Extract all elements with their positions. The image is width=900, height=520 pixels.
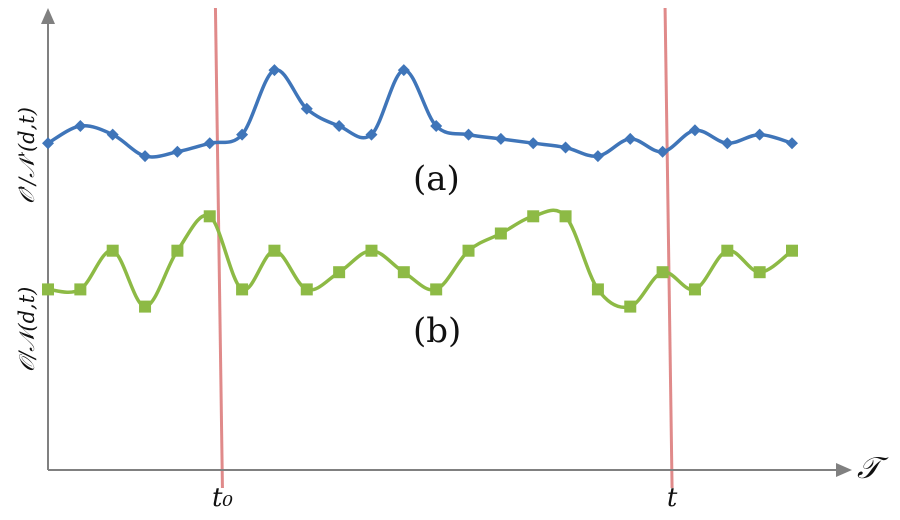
data-point-b-8 — [300, 283, 313, 296]
data-point-b-9 — [333, 266, 346, 279]
y-label-b: 𝒪/𝒩(d,t) — [15, 287, 39, 372]
data-point-b-2 — [106, 244, 119, 257]
data-point-a-6 — [236, 128, 249, 141]
data-point-b-10 — [365, 244, 378, 257]
data-point-b-20 — [688, 283, 701, 296]
data-point-a-19 — [656, 145, 669, 158]
data-point-a-11 — [397, 64, 410, 77]
data-point-b-6 — [236, 283, 249, 296]
x-axis-arrow-icon — [836, 463, 852, 477]
series-line-a — [47, 68, 793, 159]
data-point-b-14 — [494, 227, 507, 240]
data-point-a-16 — [559, 141, 572, 154]
data-point-a-5 — [203, 137, 216, 150]
data-point-a-4 — [171, 145, 184, 158]
data-point-b-12 — [430, 283, 443, 296]
y-axis-arrow-icon — [41, 8, 55, 24]
data-point-b-13 — [462, 244, 475, 257]
data-point-b-17 — [591, 283, 604, 296]
data-point-b-21 — [721, 244, 734, 257]
data-point-a-15 — [527, 137, 540, 150]
x-axis-label: 𝒯 — [857, 451, 889, 486]
marker-line-1 — [663, 7, 674, 489]
data-point-a-7 — [268, 64, 281, 77]
data-point-a-22 — [753, 128, 766, 141]
marker-label-1: t — [667, 483, 678, 513]
data-point-b-15 — [527, 210, 540, 223]
data-point-a-23 — [786, 137, 798, 150]
data-point-b-1 — [74, 283, 87, 296]
data-point-a-20 — [688, 124, 701, 137]
data-point-b-4 — [171, 244, 184, 257]
series-line-b — [47, 208, 794, 310]
data-point-b-3 — [139, 300, 152, 313]
data-point-a-17 — [591, 150, 604, 163]
data-point-a-13 — [462, 128, 475, 141]
data-point-a-18 — [624, 132, 637, 145]
annotation-a: (a) — [413, 159, 460, 199]
data-point-a-14 — [494, 132, 507, 145]
data-point-a-3 — [139, 150, 152, 163]
data-point-a-9 — [333, 120, 346, 132]
data-point-a-2 — [106, 128, 119, 141]
data-point-a-0 — [42, 137, 54, 150]
marker-label-0: t₀ — [212, 483, 233, 513]
data-point-a-12 — [430, 120, 443, 132]
data-point-b-18 — [624, 300, 637, 313]
y-label-a: 𝒪'/𝒩'(d,t) — [15, 107, 39, 204]
data-point-b-0 — [42, 283, 54, 296]
data-point-a-21 — [721, 137, 734, 150]
data-point-b-7 — [268, 244, 281, 257]
data-point-b-19 — [656, 266, 669, 279]
data-point-a-8 — [300, 102, 313, 115]
data-point-b-11 — [397, 266, 410, 279]
data-point-b-22 — [753, 266, 766, 279]
annotation-b: (b) — [413, 311, 461, 351]
data-point-b-16 — [559, 210, 572, 223]
vertical-markers: t₀ t — [212, 7, 678, 513]
data-point-b-5 — [203, 210, 216, 223]
data-point-b-23 — [786, 244, 798, 257]
data-point-a-10 — [365, 128, 378, 141]
data-point-a-1 — [74, 120, 87, 132]
series-group — [42, 64, 798, 313]
marker-line-0 — [213, 7, 224, 489]
